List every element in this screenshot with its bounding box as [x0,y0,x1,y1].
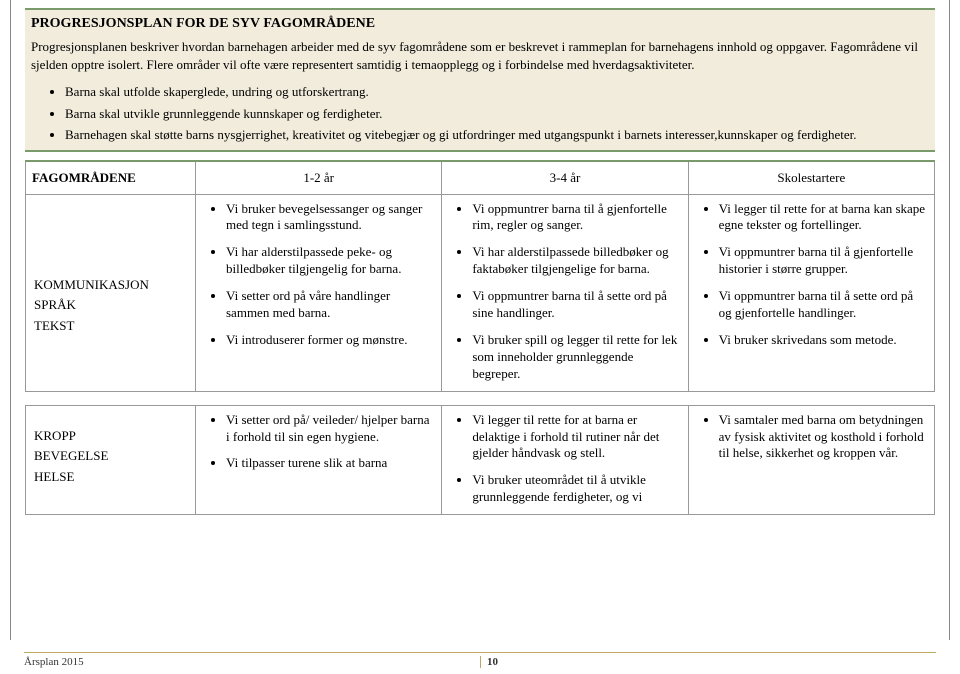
footer-left: Årsplan 2015 [24,656,480,668]
spacer-row [26,391,935,405]
list-item: Barna skal utvikle grunnleggende kunnska… [65,103,931,125]
cell-bullet-list: Vi bruker bevegelsessanger og sanger med… [204,201,433,349]
list-item: Vi oppmuntrer barna til å gjenfortelle r… [472,201,679,235]
label-line: SPRÅK [34,295,187,316]
col-header-age-1-2: 1-2 år [196,161,442,195]
list-item: Vi introduserer former og mønstre. [226,332,433,349]
table-header-row: FAGOMRÅDENE 1-2 år 3-4 år Skolestartere [26,161,935,195]
page-container: PROGRESJONSPLAN FOR DE SYV FAGOMRÅDENE P… [10,0,950,640]
table-row: KROPP BEVEGELSE HELSE Vi setter ord på/ … [26,405,935,514]
row-label-kropp: KROPP BEVEGELSE HELSE [26,405,196,514]
page-footer: Årsplan 2015 10 [24,652,936,668]
list-item: Vi legger til rette for at barna er dela… [472,412,679,463]
list-item: Vi har alderstilpassede peke- og billedb… [226,244,433,278]
list-item: Vi oppmuntrer barna til å sette ord på o… [719,288,926,322]
cell-bullet-list: Vi setter ord på/ veileder/ hjelper barn… [204,412,433,473]
cell: Vi setter ord på/ veileder/ hjelper barn… [196,405,442,514]
list-item: Vi tilpasser turene slik at barna [226,455,433,472]
label-line: BEVEGELSE [34,446,187,467]
page-title: PROGRESJONSPLAN FOR DE SYV FAGOMRÅDENE [29,12,931,38]
cell: Vi legger til rette for at barna kan ska… [688,194,934,391]
col-header-age-3-4: 3-4 år [442,161,688,195]
list-item: Vi oppmuntrer barna til å sette ord på s… [472,288,679,322]
label-line: HELSE [34,467,187,488]
list-item: Vi samtaler med barna om betydningen av … [719,412,926,463]
label-line: KOMMUNIKASJON [34,275,187,296]
intro-bullet-list: Barna skal utfolde skaperglede, undring … [29,81,931,146]
footer-page-number: 10 [480,656,498,668]
cell: Vi bruker bevegelsessanger og sanger med… [196,194,442,391]
cell-bullet-list: Vi legger til rette for at barna kan ska… [697,201,926,349]
row-label-kommunikasjon: KOMMUNIKASJON SPRÅK TEKST [26,194,196,391]
list-item: Vi bruker skrivedans som metode. [719,332,926,349]
cell-bullet-list: Vi samtaler med barna om betydningen av … [697,412,926,463]
cell: Vi legger til rette for at barna er dela… [442,405,688,514]
intro-paragraph: Progresjonsplanen beskriver hvordan barn… [29,38,931,77]
table-row: KOMMUNIKASJON SPRÅK TEKST Vi bruker beve… [26,194,935,391]
list-item: Vi bruker uteområdet til å utvikle grunn… [472,472,679,506]
cell-bullet-list: Vi oppmuntrer barna til å gjenfortelle r… [450,201,679,383]
list-item: Barnehagen skal støtte barns nysgjerrigh… [65,124,931,146]
cell-bullet-list: Vi legger til rette for at barna er dela… [450,412,679,506]
col-header-area: FAGOMRÅDENE [26,161,196,195]
list-item: Vi setter ord på våre handlinger sammen … [226,288,433,322]
list-item: Vi bruker bevegelsessanger og sanger med… [226,201,433,235]
list-item: Vi har alderstilpassede billedbøker og f… [472,244,679,278]
list-item: Vi setter ord på/ veileder/ hjelper barn… [226,412,433,446]
list-item: Vi bruker spill og legger til rette for … [472,332,679,383]
progression-table: FAGOMRÅDENE 1-2 år 3-4 år Skolestartere … [25,160,935,515]
header-band: PROGRESJONSPLAN FOR DE SYV FAGOMRÅDENE P… [25,8,935,152]
label-line: KROPP [34,426,187,447]
cell: Vi oppmuntrer barna til å gjenfortelle r… [442,194,688,391]
list-item: Vi legger til rette for at barna kan ska… [719,201,926,235]
col-header-skolestartere: Skolestartere [688,161,934,195]
label-line: TEKST [34,316,187,337]
list-item: Vi oppmuntrer barna til å gjenfortelle h… [719,244,926,278]
list-item: Barna skal utfolde skaperglede, undring … [65,81,931,103]
cell: Vi samtaler med barna om betydningen av … [688,405,934,514]
